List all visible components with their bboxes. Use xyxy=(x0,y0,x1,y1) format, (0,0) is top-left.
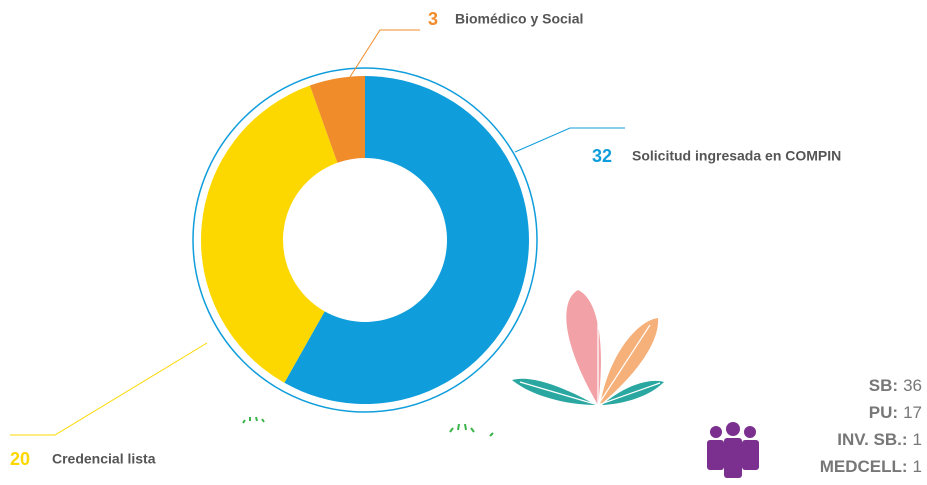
category-label: Credencial lista xyxy=(52,451,156,467)
stat-value: 1 xyxy=(913,430,922,449)
value-label: 20 xyxy=(10,449,30,469)
outer-ring xyxy=(192,67,538,413)
stat-line: MEDCELL: 1 xyxy=(820,457,922,476)
leader-line xyxy=(349,29,420,78)
value-label: 32 xyxy=(592,146,612,166)
stat-line: PU: 17 xyxy=(869,403,922,422)
stat-value: 36 xyxy=(903,376,922,395)
donut-slice xyxy=(284,76,529,404)
stat-value: 17 xyxy=(903,403,922,422)
stat-label: SB: xyxy=(869,376,898,395)
value-label: 3 xyxy=(428,9,438,29)
stat-line: INV. SB.: 1 xyxy=(837,430,922,449)
people-icon xyxy=(707,422,759,478)
stat-label: MEDCELL: xyxy=(820,457,908,476)
stat-value: 1 xyxy=(913,457,922,476)
stat-label: INV. SB.: xyxy=(837,430,907,449)
leader-line xyxy=(514,127,625,153)
donut-slice xyxy=(200,85,338,383)
category-label: Biomédico y Social xyxy=(455,11,583,27)
plant-decoration xyxy=(512,290,664,406)
grass xyxy=(242,416,494,437)
leader-line xyxy=(10,342,208,436)
donut-slice xyxy=(309,76,365,163)
stat-label: PU: xyxy=(869,403,898,422)
stat-line: SB: 36 xyxy=(869,376,922,395)
category-label: Solicitud ingresada en COMPIN xyxy=(632,148,841,164)
